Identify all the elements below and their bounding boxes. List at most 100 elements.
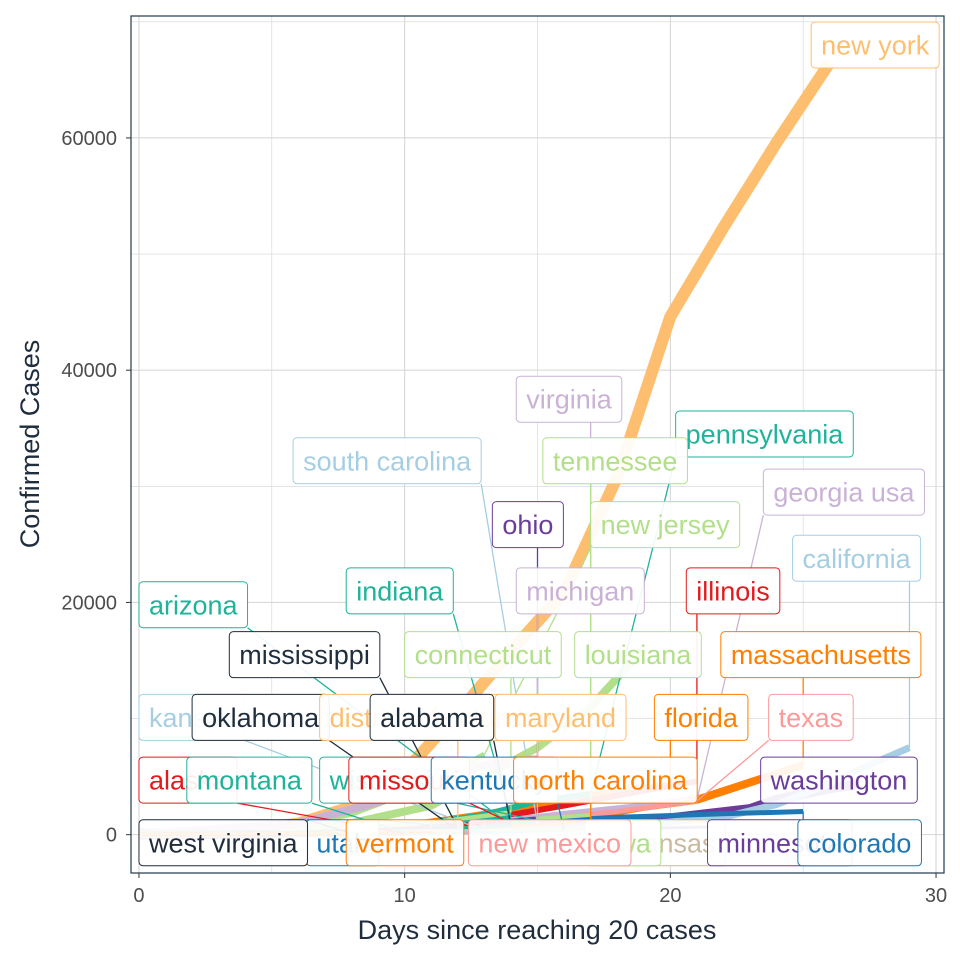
- label-pennsylvania: pennsylvania: [675, 410, 854, 458]
- label-new-york: new york: [810, 21, 940, 69]
- label-box: [467, 819, 632, 867]
- label-box: [404, 631, 562, 679]
- label-illinois: illinois: [685, 567, 781, 615]
- label-box: [138, 819, 309, 867]
- label-box: [228, 631, 381, 679]
- label-maryland: maryland: [494, 693, 627, 741]
- label-text: virginia: [526, 385, 613, 415]
- label-text: texas: [779, 703, 844, 733]
- label-georgia-usa: georgia usa: [762, 468, 925, 516]
- label-box: [792, 534, 922, 582]
- label-text: florida: [664, 703, 739, 733]
- label-new-jersey: new jersey: [590, 501, 741, 549]
- x-tick-label: 30: [925, 885, 947, 907]
- label-text: mississippi: [239, 640, 370, 670]
- label-text: new jersey: [601, 510, 731, 540]
- label-oklahoma: oklahoma: [191, 693, 330, 741]
- label-text: arizona: [149, 590, 239, 620]
- label-box: [345, 567, 454, 615]
- label-text: new york: [821, 31, 930, 61]
- label-text: west virginia: [148, 828, 299, 858]
- label-tennessee: tennessee: [542, 437, 688, 485]
- label-north-carolina: north carolina: [513, 756, 698, 804]
- label-text: california: [803, 544, 912, 574]
- label-washington: washington: [760, 756, 918, 804]
- label-box: [369, 693, 495, 741]
- x-tick-label: 10: [394, 885, 416, 907]
- label-colorado: colorado: [797, 819, 922, 867]
- label-text: michigan: [526, 576, 634, 606]
- label-box: [345, 819, 465, 867]
- label-text: montana: [197, 766, 303, 796]
- label-text: ohio: [502, 510, 553, 540]
- y-axis-title: Confirmed Cases: [15, 340, 45, 549]
- label-box: [653, 693, 749, 741]
- label-text: north carolina: [524, 766, 689, 796]
- label-text: colorado: [808, 828, 912, 858]
- label-south-carolina: south carolina: [292, 437, 482, 485]
- label-texas: texas: [768, 693, 854, 741]
- label-vermont: vermont: [345, 819, 465, 867]
- label-box: [590, 501, 741, 549]
- label-alabama: alabama: [369, 693, 495, 741]
- label-text: massachusetts: [731, 640, 911, 670]
- x-tick-label: 0: [133, 885, 144, 907]
- label-text: connecticut: [415, 640, 552, 670]
- label-text: alabama: [380, 703, 485, 733]
- x-tick-label: 20: [659, 885, 681, 907]
- label-box: [768, 693, 854, 741]
- label-box: [515, 567, 645, 615]
- label-text: maryland: [505, 703, 616, 733]
- label-connecticut: connecticut: [404, 631, 562, 679]
- label-box: [186, 756, 313, 804]
- label-mississippi: mississippi: [228, 631, 381, 679]
- label-ohio: ohio: [491, 501, 564, 549]
- label-box: [797, 819, 922, 867]
- label-box: [685, 567, 781, 615]
- leader-line: [456, 802, 538, 822]
- y-tick-label: 0: [106, 825, 117, 847]
- label-florida: florida: [653, 693, 749, 741]
- label-text: georgia usa: [773, 478, 915, 508]
- label-box: [138, 581, 249, 629]
- x-axis-ticks: 0 10 20 30: [133, 873, 947, 907]
- label-louisiana: louisiana: [574, 631, 702, 679]
- label-text: tennessee: [553, 446, 678, 476]
- label-box: [760, 756, 918, 804]
- label-new-mexico: new mexico: [467, 819, 632, 867]
- label-box: [762, 468, 925, 516]
- label-box: [513, 756, 698, 804]
- label-box: [574, 631, 702, 679]
- y-axis-ticks: 0 20000 40000 60000: [61, 128, 131, 847]
- leader-line: [696, 739, 770, 802]
- label-box: [675, 410, 854, 458]
- plot-border: [130, 15, 945, 874]
- label-text: illinois: [696, 576, 770, 606]
- label-text: louisiana: [585, 640, 693, 670]
- label-text: new mexico: [478, 828, 621, 858]
- label-box: [542, 437, 688, 485]
- y-tick-label: 20000: [61, 592, 117, 614]
- label-text: vermont: [356, 828, 454, 858]
- y-tick-label: 40000: [61, 360, 117, 382]
- label-box: [491, 501, 564, 549]
- label-text: washington: [770, 766, 908, 796]
- label-montana: montana: [186, 756, 313, 804]
- x-axis-title: Days since reaching 20 cases: [358, 915, 717, 945]
- series-labels: new york virginia pennsylvania south caroli…: [138, 21, 940, 867]
- y-tick-label: 60000: [61, 128, 117, 150]
- label-box: [494, 693, 627, 741]
- label-text: oklahoma: [202, 703, 320, 733]
- label-west-virginia: west virginia: [138, 819, 309, 867]
- label-text: indiana: [356, 576, 444, 606]
- label-michigan: michigan: [515, 567, 645, 615]
- label-virginia: virginia: [515, 375, 623, 423]
- label-box: [720, 631, 922, 679]
- label-text: pennsylvania: [686, 420, 845, 450]
- label-california: california: [792, 534, 922, 582]
- label-arizona: arizona: [138, 581, 249, 629]
- label-text: south carolina: [303, 446, 472, 476]
- label-box: [810, 21, 940, 69]
- label-box: [515, 375, 623, 423]
